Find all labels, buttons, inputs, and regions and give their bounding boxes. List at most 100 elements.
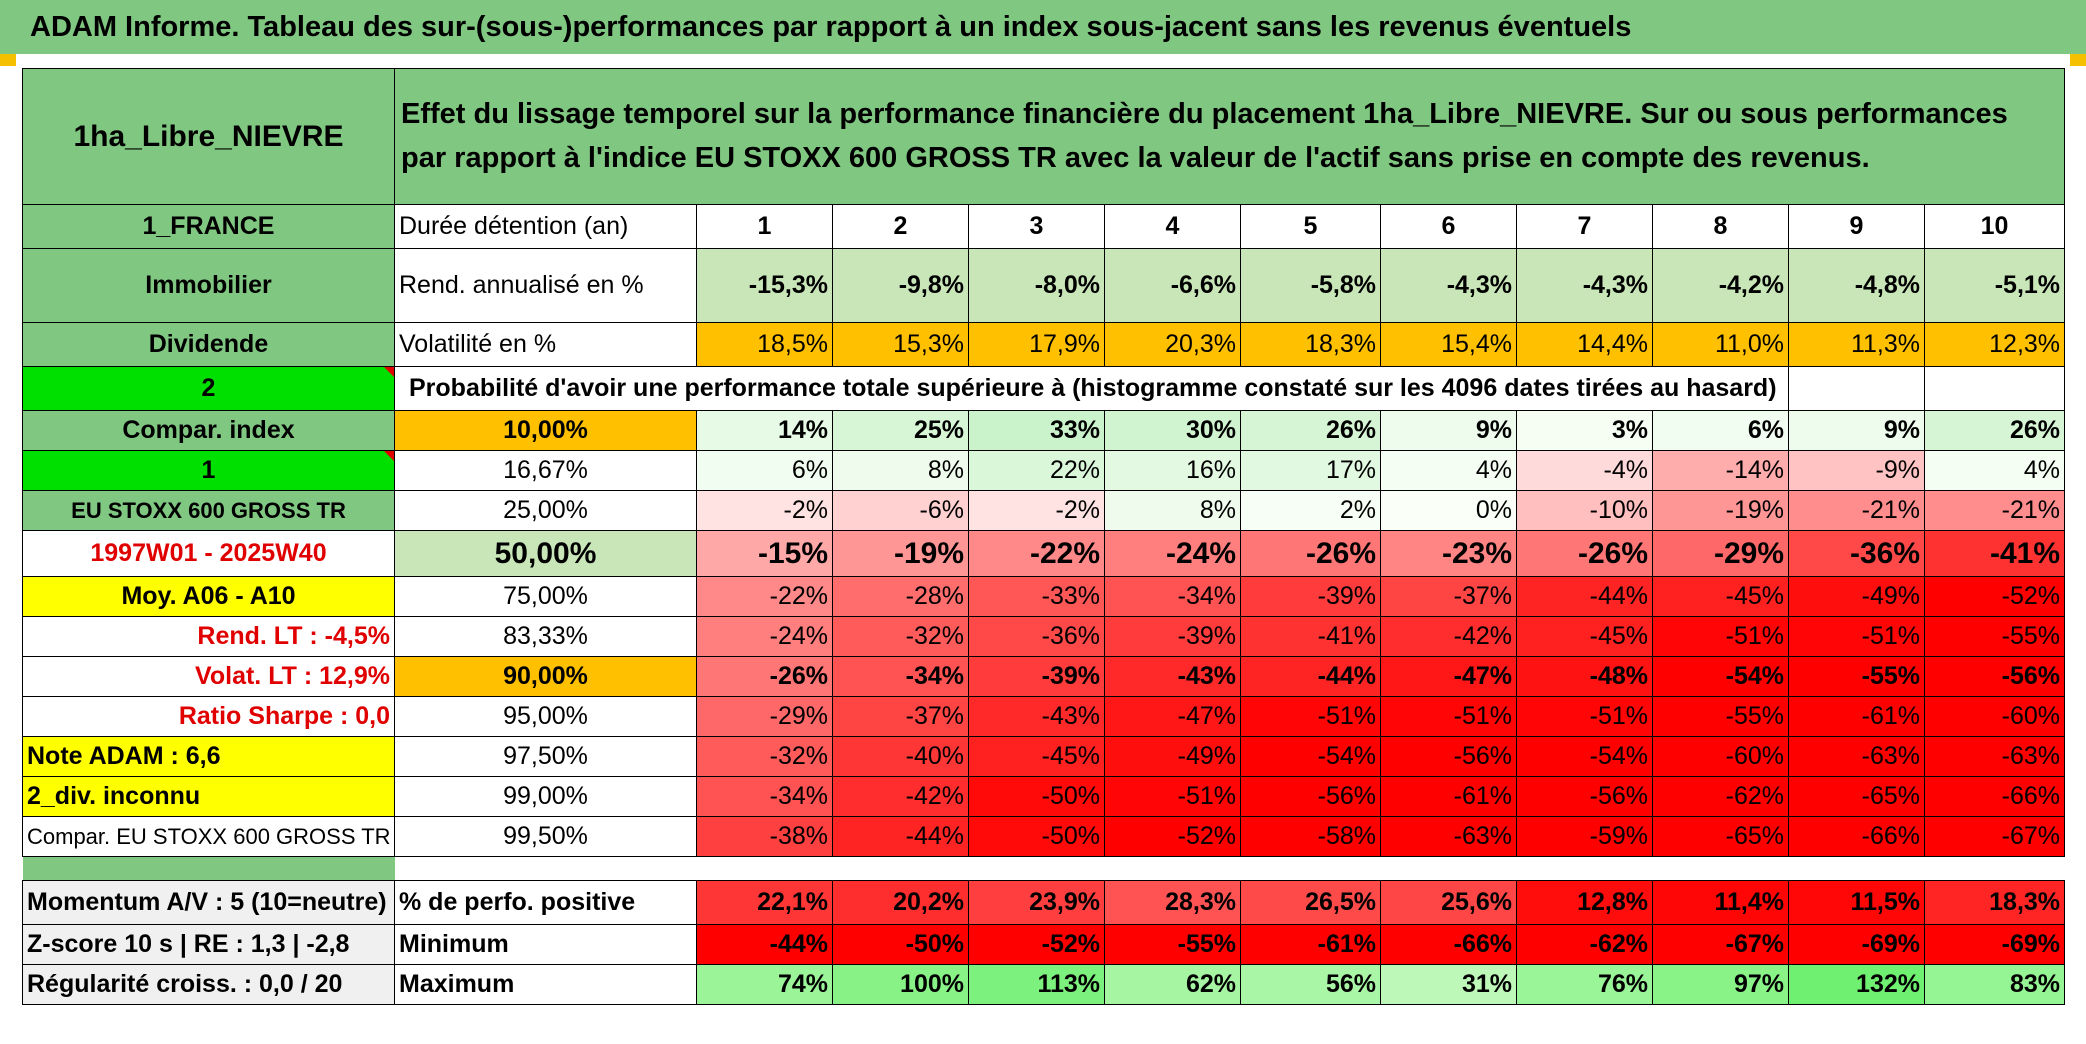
- sharpe: Ratio Sharpe : 0,0: [22, 696, 395, 737]
- quantile-value: -2%: [968, 490, 1105, 531]
- rend-value: -5,8%: [1240, 248, 1381, 323]
- maximum-value: 100%: [832, 964, 969, 1005]
- year-header: 4: [1104, 204, 1241, 249]
- quantile-value: -32%: [696, 736, 833, 777]
- volat-lt: Volat. LT : 12,9%: [22, 656, 395, 697]
- quantile-value: 26%: [1240, 410, 1381, 451]
- quantile-value: -45%: [1516, 616, 1653, 657]
- perfo-value: 12,8%: [1516, 880, 1653, 925]
- quantile-value: -44%: [1516, 576, 1653, 617]
- perfo-value: 26,5%: [1240, 880, 1381, 925]
- header-row: 1ha_Libre_NIEVRE Effet du lissage tempore…: [22, 68, 2066, 205]
- perfo-value: 11,4%: [1652, 880, 1789, 925]
- quantile-value: -65%: [1652, 816, 1789, 857]
- quantile-value: -55%: [1923, 616, 2066, 657]
- quantile-value: 4%: [1923, 450, 2066, 491]
- moy-label: Moy. A06 - A10: [22, 576, 395, 617]
- rend-value: -4,2%: [1652, 248, 1789, 323]
- quantile-value: -29%: [696, 696, 833, 737]
- quantile-value: 17%: [1240, 450, 1381, 491]
- minimum-value: -66%: [1380, 924, 1517, 965]
- quantile-value: -29%: [1652, 530, 1789, 577]
- spacer-cell: [395, 857, 697, 881]
- maximum-value: 83%: [1923, 964, 2066, 1005]
- quantile-value: -45%: [1652, 576, 1789, 617]
- quantile-value: 30%: [1104, 410, 1241, 451]
- note-adam: Note ADAM : 6,6: [22, 736, 395, 777]
- spacer-green: [22, 856, 395, 881]
- quantile-value: -54%: [1240, 736, 1381, 777]
- country-label: 1_FRANCE: [22, 204, 395, 249]
- perfo-value: 23,9%: [968, 880, 1105, 925]
- corner-marker-right: [2070, 54, 2086, 66]
- quantile-value: -62%: [1652, 776, 1789, 817]
- quantile-value: -61%: [1788, 696, 1925, 737]
- quantile-value: -56%: [1516, 776, 1653, 817]
- quantile-value: 26%: [1923, 410, 2066, 451]
- quantile-value: -4%: [1516, 450, 1653, 491]
- compar-full: Compar. EU STOXX 600 GROSS TR: [22, 816, 395, 857]
- quantile-value: 0%: [1380, 490, 1517, 531]
- dividend-label: Dividende: [22, 322, 395, 367]
- quantile-value: -67%: [1923, 816, 2066, 857]
- rend-row: Immobilier Rend. annualisé en % -15,3% -9,8…: [22, 248, 2066, 323]
- quantile-value: -47%: [1380, 656, 1517, 697]
- quantile-value: -63%: [1380, 816, 1517, 857]
- quantile-row: Moy. A06 - A10 75,00% -22% -28% -33% -34% -39%…: [22, 576, 2066, 617]
- quantile-row: Note ADAM : 6,6 97,50% -32% -40% -45% -49% -54…: [22, 736, 2066, 777]
- maximum-label: Maximum: [394, 964, 697, 1005]
- spacer-cell: [1105, 857, 1241, 881]
- year-header: 1: [696, 204, 833, 249]
- perfo-value: 25,6%: [1380, 880, 1517, 925]
- quantile-row: 1 16,67% 6% 8% 22% 16% 17% 4% -4% -14% -9% 4%: [22, 450, 2066, 491]
- quantile-value: -34%: [696, 776, 833, 817]
- maximum-value: 62%: [1104, 964, 1241, 1005]
- quantile-value: -38%: [696, 816, 833, 857]
- minimum-value: -55%: [1104, 924, 1241, 965]
- quantile-value: 6%: [1652, 410, 1789, 451]
- quantile-value: -50%: [968, 776, 1105, 817]
- rend-value: -4,3%: [1516, 248, 1653, 323]
- compar-index-label: Compar. index: [22, 410, 395, 451]
- empty-cell: [1923, 366, 2066, 411]
- quantile-value: -42%: [1380, 616, 1517, 657]
- empty-cell: [1788, 366, 1925, 411]
- perfo-label: % de perfo. positive: [394, 880, 697, 925]
- rend-value: -5,1%: [1923, 248, 2066, 323]
- year-header: 8: [1652, 204, 1789, 249]
- minimum-value: -69%: [1923, 924, 2066, 965]
- quantile-value: -40%: [832, 736, 969, 777]
- perfo-value: 18,3%: [1923, 880, 2066, 925]
- minimum-row: Z-score 10 s | RE : 1,3 | -2,8 Minimum -44…: [22, 924, 2066, 965]
- quantile-value: -37%: [832, 696, 969, 737]
- quantile-value: -51%: [1240, 696, 1381, 737]
- quantile-row: Ratio Sharpe : 0,0 95,00% -29% -37% -43% -47%…: [22, 696, 2066, 737]
- quantile-row: 2_div. inconnu 99,00% -34% -42% -50% -51% -56%…: [22, 776, 2066, 817]
- duree-row: 1_FRANCE Durée détention (an) 1 2 3 4 5 6 7 8 9 10: [22, 204, 2066, 249]
- quantile-level: 97,50%: [394, 736, 697, 777]
- quantile-value: -60%: [1923, 696, 2066, 737]
- report-title: ADAM Informe. Tableau des sur-(sous-)per…: [0, 0, 2086, 54]
- quantile-value: 2%: [1240, 490, 1381, 531]
- maximum-value: 97%: [1652, 964, 1789, 1005]
- quantile-value: -44%: [1240, 656, 1381, 697]
- performance-table: 1ha_Libre_NIEVRE Effet du lissage tempore…: [22, 68, 2066, 1005]
- corner-marker-left: [0, 54, 16, 66]
- quantile-value: -43%: [1104, 656, 1241, 697]
- maximum-value: 31%: [1380, 964, 1517, 1005]
- quantile-value: -21%: [1788, 490, 1925, 531]
- year-header: 3: [968, 204, 1105, 249]
- quantile-value: -54%: [1516, 736, 1653, 777]
- rend-value: -4,3%: [1380, 248, 1517, 323]
- spacer-cell: [1789, 857, 1925, 881]
- maximum-value: 132%: [1788, 964, 1925, 1005]
- quantile-value: -41%: [1240, 616, 1381, 657]
- quantile-value: -32%: [832, 616, 969, 657]
- selector-1: 1: [22, 450, 395, 491]
- quantile-value: -66%: [1788, 816, 1925, 857]
- fund-name: 1ha_Libre_NIEVRE: [22, 68, 395, 205]
- quantile-row: Rend. LT : -4,5% 83,33% -24% -32% -36% -39% -4…: [22, 616, 2066, 657]
- quantile-value: -50%: [968, 816, 1105, 857]
- minimum-value: -69%: [1788, 924, 1925, 965]
- year-header: 2: [832, 204, 969, 249]
